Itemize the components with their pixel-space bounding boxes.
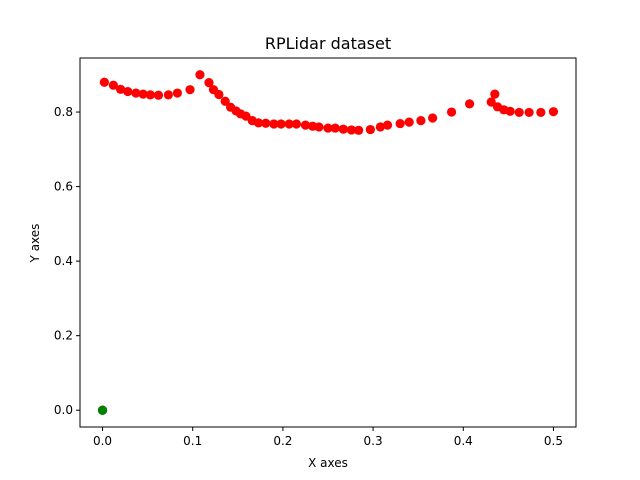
data-point [195, 70, 205, 80]
y-axis: 0.0 0.2 0.4 0.6 0.8 [54, 105, 80, 417]
x-tick-label: 0.5 [544, 434, 563, 448]
x-tick-label: 0.4 [454, 434, 473, 448]
data-point [314, 122, 324, 132]
data-point [220, 96, 230, 106]
data-point [138, 89, 148, 99]
data-point [490, 89, 500, 99]
y-axis-label: Y axes [28, 224, 42, 264]
data-point [172, 88, 182, 98]
x-tick-label: 0.3 [364, 434, 383, 448]
data-point [524, 107, 534, 118]
data-point [382, 120, 393, 130]
data-point [115, 84, 126, 94]
x-tick-label: 0.0 [93, 434, 112, 448]
data-point [464, 99, 475, 109]
data-point [269, 119, 279, 129]
data-point [365, 124, 375, 135]
data-point [185, 85, 195, 95]
data-point [354, 125, 364, 135]
data-point [123, 86, 133, 97]
x-tick-label: 0.1 [183, 434, 202, 448]
data-point [505, 106, 515, 116]
x-tick-label: 0.2 [273, 434, 292, 448]
data-point [514, 107, 524, 118]
chart-title: RPLidar dataset [265, 34, 391, 53]
plot-frame [79, 57, 577, 428]
y-tick-label: 0.6 [54, 180, 73, 194]
data-point [536, 107, 546, 118]
y-tick-label: 0.8 [54, 105, 73, 119]
data-point [300, 120, 311, 130]
data-point [416, 116, 426, 126]
x-axis: 0.0 0.1 0.2 0.3 0.4 0.5 [93, 427, 563, 448]
data-point [261, 118, 271, 128]
y-tick-label: 0.2 [54, 329, 73, 343]
data-point [446, 107, 457, 117]
data-point [395, 119, 405, 129]
data-point [375, 122, 385, 132]
data-point [153, 90, 164, 100]
data-point [108, 80, 118, 90]
data-point [214, 89, 224, 100]
data-point [204, 78, 214, 88]
data-point [99, 77, 109, 87]
data-point [284, 119, 294, 129]
data-point [291, 119, 302, 129]
data-point [323, 123, 333, 133]
y-tick-label: 0.4 [54, 254, 73, 268]
y-tick-label: 0.0 [54, 403, 73, 417]
data-point [338, 124, 348, 134]
plot-area [97, 70, 559, 415]
data-point [486, 97, 496, 107]
data-point [548, 107, 559, 117]
data-point [97, 405, 108, 415]
data-point [330, 123, 340, 133]
x-axis-label: X axes [308, 456, 348, 470]
data-point [145, 90, 155, 100]
data-point [404, 117, 414, 127]
data-point [428, 113, 438, 123]
data-point [346, 125, 357, 135]
data-point [253, 118, 264, 128]
data-point [131, 88, 141, 98]
data-point [276, 119, 286, 129]
data-point [163, 90, 173, 100]
